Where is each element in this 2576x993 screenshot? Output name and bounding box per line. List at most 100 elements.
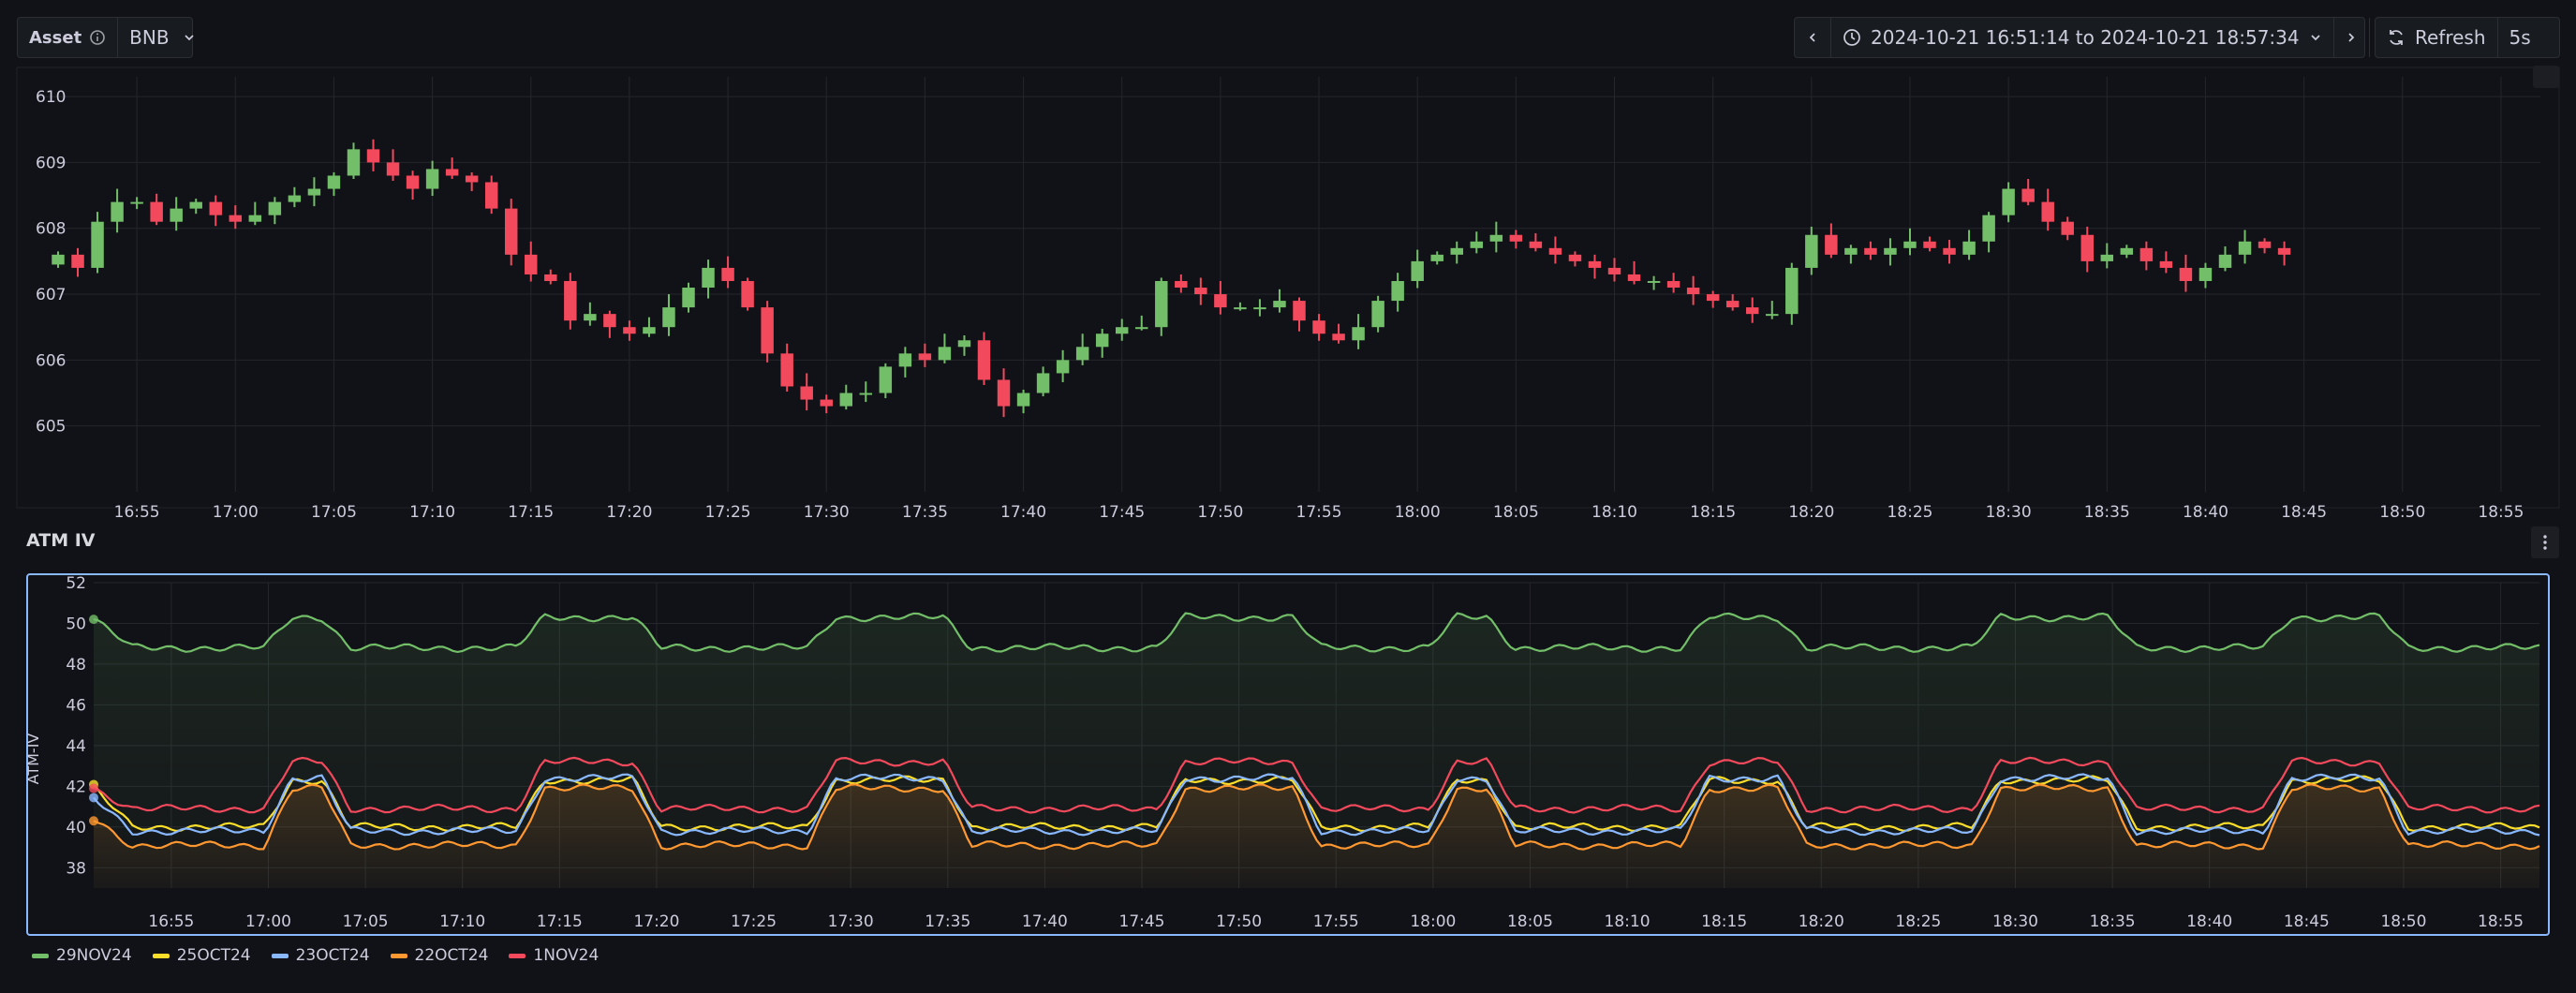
iv-area-fills xyxy=(94,613,2539,888)
iv-x-tick-label: 18:05 xyxy=(1507,912,1553,931)
candle-body xyxy=(150,201,163,222)
candle-body xyxy=(1706,294,1720,302)
time-back-button[interactable] xyxy=(1795,18,1830,57)
candle xyxy=(1509,230,1523,249)
candle-body xyxy=(366,149,380,163)
candle-body xyxy=(268,201,282,215)
candle xyxy=(918,343,932,367)
candle xyxy=(2120,245,2134,259)
candle xyxy=(1391,273,1404,312)
candle-body xyxy=(1234,307,1247,310)
candle xyxy=(2277,241,2291,266)
panel-menu-button[interactable] xyxy=(2531,526,2559,558)
candle-x-axis: 16:55 17:00 17:05 17:10 17:15 17:20 17:25 17:30… xyxy=(114,503,2524,522)
candle-body xyxy=(1588,260,1602,268)
candle-body xyxy=(1529,241,1543,248)
legend-item-25oct24[interactable]: 25OCT24 xyxy=(152,946,251,965)
candle-body xyxy=(1293,301,1306,321)
candle-x-tick-label: 17:00 xyxy=(213,503,259,522)
candle-body xyxy=(800,386,813,400)
candle xyxy=(898,347,912,378)
candle xyxy=(643,317,656,337)
candle xyxy=(1766,301,1779,319)
atm-iv-chart[interactable]: 38 40 42 44 46 48 50 52 16:55 17:00 17:05 17:10 17:… xyxy=(0,562,2576,956)
candle-body xyxy=(2159,260,2173,268)
iv-x-tick-label: 18:40 xyxy=(2186,912,2232,931)
candle xyxy=(1175,274,1188,293)
candle-body xyxy=(1923,241,1936,248)
candle-body xyxy=(1509,234,1523,242)
candle-x-tick-label: 18:50 xyxy=(2379,503,2425,522)
candle xyxy=(2258,238,2272,254)
candle xyxy=(1214,280,1227,315)
candle-panel-menu-button[interactable] xyxy=(2533,66,2559,88)
candle-body xyxy=(1903,241,1917,248)
candle xyxy=(1548,236,1562,264)
candle-body xyxy=(111,201,124,222)
candle xyxy=(465,171,479,192)
iv-start-point-29nov24 xyxy=(89,615,98,625)
candle xyxy=(564,273,577,330)
candle-body xyxy=(938,347,952,361)
candle-body xyxy=(2120,247,2134,255)
candle-body xyxy=(2002,188,2015,215)
candle-body xyxy=(1095,333,1109,348)
candle-body xyxy=(2080,234,2094,261)
candle-y-tick-label: 605 xyxy=(36,418,66,437)
iv-panel-border xyxy=(26,573,2550,936)
candle-body xyxy=(130,201,143,204)
candle xyxy=(1746,297,1759,323)
candle-x-tick-label: 18:40 xyxy=(2183,503,2228,522)
candle-panel-bg xyxy=(16,67,2560,509)
candle-body xyxy=(1489,234,1503,242)
candle xyxy=(1470,231,1484,254)
candle xyxy=(189,199,202,215)
candle xyxy=(1864,241,1877,260)
candle-body xyxy=(484,182,498,209)
iv-start-point-1nov24 xyxy=(89,783,98,793)
candle xyxy=(1805,226,1818,275)
candle-body xyxy=(643,327,656,334)
candle-x-tick-label: 18:20 xyxy=(1788,503,1834,522)
legend-item-22oct24[interactable]: 22OCT24 xyxy=(390,946,488,965)
candle xyxy=(307,177,321,207)
candle xyxy=(2159,251,2173,274)
candle-body xyxy=(2258,241,2272,248)
asset-select[interactable]: BNB xyxy=(117,18,206,57)
candle-body xyxy=(1766,314,1779,317)
iv-line-22oct24 xyxy=(93,783,2540,851)
iv-y-tick-label: 38 xyxy=(66,859,86,878)
candle-x-tick-label: 16:55 xyxy=(114,503,160,522)
candle xyxy=(938,333,952,363)
time-forward-button[interactable] xyxy=(2332,18,2369,57)
candle xyxy=(1962,230,1976,260)
candle xyxy=(229,205,243,230)
candle xyxy=(820,394,833,414)
candle-body xyxy=(1194,288,1207,295)
candle xyxy=(71,247,84,277)
candle-x-tick-label: 17:20 xyxy=(606,503,652,522)
candle-body xyxy=(52,254,65,265)
candle-body xyxy=(1805,234,1818,268)
refresh-button[interactable]: Refresh xyxy=(2376,18,2497,57)
candle-body xyxy=(2021,188,2035,202)
iv-x-tick-label: 17:30 xyxy=(828,912,874,931)
legend-item-29nov24[interactable]: 29NOV24 xyxy=(32,946,132,965)
candle-x-tick-label: 17:35 xyxy=(902,503,948,522)
candle-body xyxy=(1273,301,1286,308)
candle xyxy=(1135,315,1148,331)
candle xyxy=(1923,236,1936,252)
candle xyxy=(406,170,420,200)
legend-item-1nov24[interactable]: 1NOV24 xyxy=(509,946,599,965)
refresh-interval-select[interactable]: 5s xyxy=(2496,18,2542,57)
candle xyxy=(347,142,361,179)
candle-body xyxy=(2100,254,2114,261)
candle xyxy=(2080,226,2094,273)
candle-body xyxy=(603,314,616,328)
time-picker-button[interactable]: 2024-10-21 16:51:14 to 2024-10-21 18:57:… xyxy=(1830,18,2333,57)
candle xyxy=(1884,238,1897,266)
candle-body xyxy=(1332,333,1345,341)
candle-body xyxy=(1607,267,1621,274)
legend-item-23oct24[interactable]: 23OCT24 xyxy=(271,946,370,965)
